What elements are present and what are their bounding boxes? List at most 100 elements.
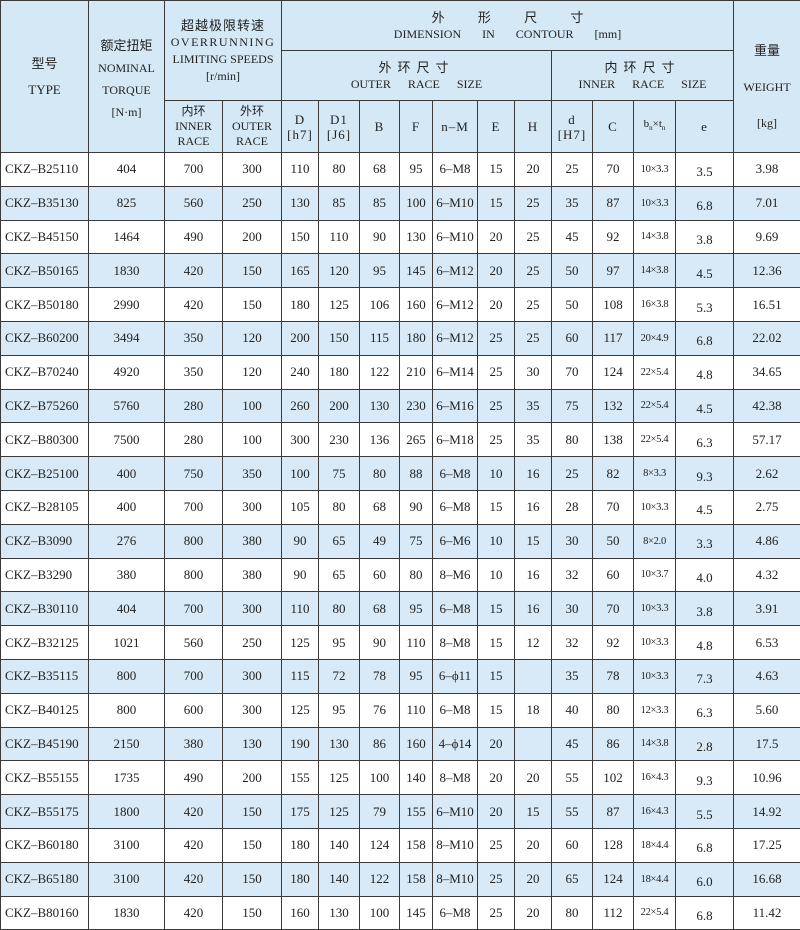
cell-B: 60	[360, 558, 400, 592]
cell-e: 4.8	[676, 355, 734, 389]
cell-weight: 4.32	[734, 558, 800, 592]
cell-B: 100	[360, 761, 400, 795]
cell-D1: 65	[319, 524, 360, 558]
cell-F: 155	[400, 795, 433, 829]
label: n	[662, 124, 666, 132]
cell-E: 15	[478, 490, 515, 524]
cell-H: 25	[515, 186, 552, 220]
cell-weight: 11.42	[734, 896, 800, 930]
cell-H: 30	[515, 355, 552, 389]
cell-speed-outer: 100	[223, 423, 282, 457]
cell-speed-outer: 200	[223, 220, 282, 254]
header-col-D1: D1[J6]	[319, 101, 360, 153]
cell-weight: 22.02	[734, 321, 800, 355]
cell-D: 180	[282, 288, 319, 322]
cell-F: 158	[400, 828, 433, 862]
label: 内环	[165, 104, 222, 119]
cell-B: 78	[360, 659, 400, 693]
cell-D: 155	[282, 761, 319, 795]
cell-e: 3.8	[676, 592, 734, 626]
cell-E: 15	[478, 153, 515, 187]
header-col-nM: n–M	[433, 101, 478, 153]
cell-bxt: 16×3.8	[634, 288, 676, 322]
cell-D1: 95	[319, 626, 360, 660]
cell-H: 12	[515, 626, 552, 660]
cell-type: CKZ–B35115	[1, 659, 89, 693]
header-col-d: d[H7]	[552, 101, 593, 153]
header-col-e: e	[676, 101, 734, 153]
cell-type: CKZ–B80160	[1, 896, 89, 930]
cell-d: 35	[552, 659, 593, 693]
cell-weight: 3.98	[734, 153, 800, 187]
cell-type: CKZ–B32125	[1, 626, 89, 660]
header-dimension: 外 形 尺 寸 DIMENSION IN CONTOUR [mm]	[282, 1, 734, 51]
cell-D1: 140	[319, 862, 360, 896]
cell-e: 4.5	[676, 254, 734, 288]
cell-speed-inner: 490	[165, 761, 223, 795]
cell-D1: 150	[319, 321, 360, 355]
cell-bxt: 12×3.3	[634, 693, 676, 727]
cell-bxt: 18×4.4	[634, 828, 676, 862]
cell-type: CKZ–B50165	[1, 254, 89, 288]
cell-weight: 12.36	[734, 254, 800, 288]
cell-D1: 130	[319, 896, 360, 930]
cell-H	[515, 659, 552, 693]
cell-bxt: 22×5.4	[634, 355, 676, 389]
cell-torque: 1735	[89, 761, 165, 795]
cell-e: 4.5	[676, 490, 734, 524]
cell-torque: 3494	[89, 321, 165, 355]
cell-B: 68	[360, 592, 400, 626]
cell-weight: 10.96	[734, 761, 800, 795]
cell-nM: 6–M12	[433, 321, 478, 355]
cell-speed-outer: 150	[223, 288, 282, 322]
cell-nM: 8–M10	[433, 828, 478, 862]
cell-nM: 6–M8	[433, 896, 478, 930]
cell-nM: 4–ϕ14	[433, 727, 478, 761]
cell-E: 25	[478, 862, 515, 896]
cell-e: 3.5	[676, 153, 734, 187]
cell-D: 240	[282, 355, 319, 389]
cell-B: 68	[360, 153, 400, 187]
cell-torque: 2150	[89, 727, 165, 761]
label: OUTER	[223, 119, 281, 134]
cell-nM: 6–M12	[433, 254, 478, 288]
cell-bxt: 8×3.3	[634, 457, 676, 491]
cell-type: CKZ–B50180	[1, 288, 89, 322]
cell-bxt: 22×5.4	[634, 389, 676, 423]
cell-F: 210	[400, 355, 433, 389]
cell-e: 6.8	[676, 896, 734, 930]
cell-weight: 57.17	[734, 423, 800, 457]
cell-d: 75	[552, 389, 593, 423]
cell-type: CKZ–B60200	[1, 321, 89, 355]
cell-speed-outer: 380	[223, 524, 282, 558]
cell-type: CKZ–B45190	[1, 727, 89, 761]
cell-bxt: 14×3.8	[634, 220, 676, 254]
cell-type: CKZ–B3090	[1, 524, 89, 558]
cell-d: 65	[552, 862, 593, 896]
cell-speed-outer: 350	[223, 457, 282, 491]
cell-type: CKZ–B3290	[1, 558, 89, 592]
header-speed-cn: 超越极限转速	[165, 17, 281, 34]
header-type-cn: 型号	[1, 51, 88, 77]
cell-H: 25	[515, 254, 552, 288]
cell-d: 60	[552, 828, 593, 862]
cell-nM: 6–M10	[433, 795, 478, 829]
cell-weight: 2.62	[734, 457, 800, 491]
cell-D1: 75	[319, 457, 360, 491]
cell-C: 124	[593, 862, 634, 896]
cell-e: 6.3	[676, 693, 734, 727]
cell-e: 9.3	[676, 457, 734, 491]
cell-H: 20	[515, 153, 552, 187]
cell-B: 95	[360, 254, 400, 288]
cell-D1: 85	[319, 186, 360, 220]
label: RACE	[223, 134, 281, 149]
cell-weight: 14.92	[734, 795, 800, 829]
cell-speed-outer: 130	[223, 727, 282, 761]
